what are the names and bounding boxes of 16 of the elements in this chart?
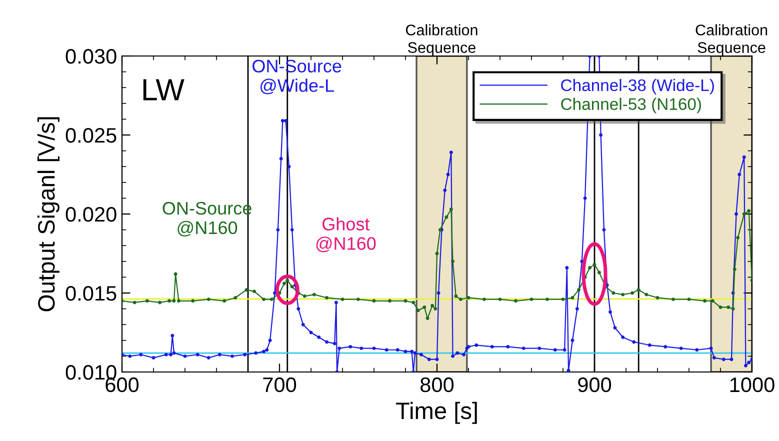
band-label: Calibration Sequence [406, 24, 478, 56]
y-tick-label: 0.020 [66, 207, 116, 222]
x-tick-label: 900 [578, 377, 612, 392]
x-tick-label: 700 [263, 377, 296, 392]
legend-label: Channel-53 (N160) [561, 98, 701, 114]
y-tick-label: 0.015 [66, 286, 116, 301]
legend-label: Channel-38 (Wide-L) [561, 78, 714, 94]
annotation: Ghost @N160 [316, 217, 376, 252]
band-label: Calibration Sequence [696, 24, 768, 56]
x-tick-label: 1000 [730, 377, 774, 392]
annotation: LW [143, 79, 184, 100]
y-tick-label: 0.025 [66, 128, 116, 143]
y-tick-label: 0.030 [66, 49, 116, 64]
x-tick-label: 800 [420, 377, 454, 392]
x-axis-title: Time [s] [396, 402, 477, 424]
y-axis-title: Output Siganl [V/s] [37, 117, 60, 312]
